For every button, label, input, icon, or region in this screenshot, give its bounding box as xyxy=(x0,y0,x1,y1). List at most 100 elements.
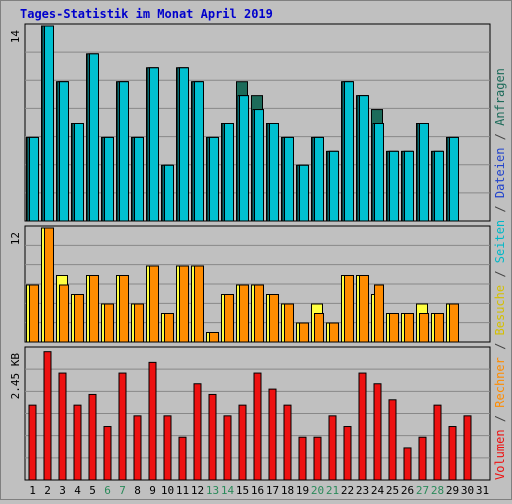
bar-seiten xyxy=(194,81,204,222)
panel-requests: 14 xyxy=(9,23,491,222)
bar-rechner xyxy=(344,275,354,343)
bar-rechner xyxy=(89,275,99,343)
bar-volumen xyxy=(358,372,367,481)
x-tick-label: 29 xyxy=(446,484,459,497)
bar-seiten xyxy=(389,150,399,222)
bar-volumen xyxy=(373,383,382,481)
bar-rechner xyxy=(449,303,459,343)
x-tick-label: 26 xyxy=(401,484,414,497)
x-tick-label: 7 xyxy=(119,484,126,497)
bar-rechner xyxy=(419,313,429,343)
bar-volumen xyxy=(313,436,322,481)
bar-volumen xyxy=(328,415,337,481)
x-tick-label: 11 xyxy=(176,484,189,497)
bar-rechner xyxy=(434,313,444,343)
bar-seiten xyxy=(314,136,324,222)
bar-rechner xyxy=(404,313,414,343)
bar-rechner xyxy=(194,265,204,343)
axis-label-volume: 2.45 KB xyxy=(9,353,22,400)
bars-volume xyxy=(28,351,472,481)
bar-rechner xyxy=(134,303,144,343)
series-legend: Volumen / Rechner / Besuche / Seiten / D… xyxy=(493,68,507,480)
bar-seiten xyxy=(434,150,444,222)
bar-volumen xyxy=(103,426,112,481)
bar-rechner xyxy=(314,313,324,343)
bar-rechner xyxy=(164,313,174,343)
bar-volumen xyxy=(238,404,247,481)
bar-seiten xyxy=(404,150,414,222)
legend-part: / xyxy=(493,198,507,220)
x-tick-label: 10 xyxy=(161,484,174,497)
x-tick-label: 18 xyxy=(281,484,294,497)
x-tick-label: 13 xyxy=(206,484,219,497)
x-tick-label: 24 xyxy=(371,484,385,497)
x-tick-label: 21 xyxy=(326,484,339,497)
bar-rechner xyxy=(389,313,399,343)
axis-label-visits: 12 xyxy=(9,232,22,245)
bar-seiten xyxy=(74,123,84,222)
bar-volumen xyxy=(253,372,262,481)
x-tick-label: 17 xyxy=(266,484,279,497)
bar-rechner xyxy=(74,294,84,343)
bar-volumen xyxy=(463,415,472,481)
bar-seiten xyxy=(59,81,69,222)
x-tick-label: 8 xyxy=(134,484,141,497)
legend-part: Dateien xyxy=(493,148,507,199)
x-tick-label: 23 xyxy=(356,484,369,497)
bar-volumen xyxy=(403,447,412,481)
bar-rechner xyxy=(224,294,234,343)
bar-volumen xyxy=(133,415,142,481)
bar-rechner xyxy=(254,284,264,343)
x-tick-label: 27 xyxy=(416,484,429,497)
bar-volumen xyxy=(43,351,52,481)
bar-volumen xyxy=(298,436,307,481)
bar-seiten xyxy=(224,123,234,222)
x-tick-label: 12 xyxy=(191,484,204,497)
x-tick-label: 2 xyxy=(44,484,51,497)
x-tick-label: 15 xyxy=(236,484,249,497)
bar-rechner xyxy=(179,265,189,343)
bar-volumen xyxy=(28,404,37,481)
bar-seiten xyxy=(344,81,354,222)
bar-rechner xyxy=(149,265,159,343)
bar-volumen xyxy=(448,426,457,481)
legend-part: / xyxy=(493,408,507,430)
legend-part: / xyxy=(493,263,507,285)
bar-rechner xyxy=(374,284,384,343)
bar-volumen xyxy=(148,361,157,481)
bar-volumen xyxy=(268,388,277,481)
bar-rechner xyxy=(299,322,309,343)
axis-label-requests: 14 xyxy=(9,30,22,44)
x-tick-label: 6 xyxy=(104,484,111,497)
bar-seiten xyxy=(164,164,174,222)
bar-seiten xyxy=(104,136,114,222)
bar-rechner xyxy=(209,332,219,343)
bar-rechner xyxy=(44,227,54,343)
panels: 14 12 2.45 KB xyxy=(9,23,491,481)
x-tick-label: 25 xyxy=(386,484,399,497)
bar-rechner xyxy=(239,284,249,343)
chart-title: Tages-Statistik im Monat April 2019 xyxy=(20,7,273,21)
bar-volumen xyxy=(193,383,202,481)
x-tick-label: 22 xyxy=(341,484,354,497)
bar-seiten xyxy=(44,25,54,222)
legend-part: Seiten xyxy=(493,220,507,263)
bar-seiten xyxy=(359,95,369,222)
bar-seiten xyxy=(269,123,279,222)
bar-seiten xyxy=(449,136,459,222)
bar-seiten xyxy=(419,123,429,222)
x-tick-label: 19 xyxy=(296,484,309,497)
bar-seiten xyxy=(299,164,309,222)
bar-volumen xyxy=(178,436,187,481)
legend-part: / xyxy=(493,335,507,357)
bars-visits xyxy=(26,227,459,343)
x-tick-label: 3 xyxy=(59,484,66,497)
legend-part: Rechner xyxy=(493,357,507,408)
x-tick-label: 16 xyxy=(251,484,264,497)
bar-volumen xyxy=(208,393,217,481)
bar-volumen xyxy=(418,436,427,481)
bar-volumen xyxy=(88,393,97,481)
bar-seiten xyxy=(284,136,294,222)
bar-volumen xyxy=(388,399,397,481)
